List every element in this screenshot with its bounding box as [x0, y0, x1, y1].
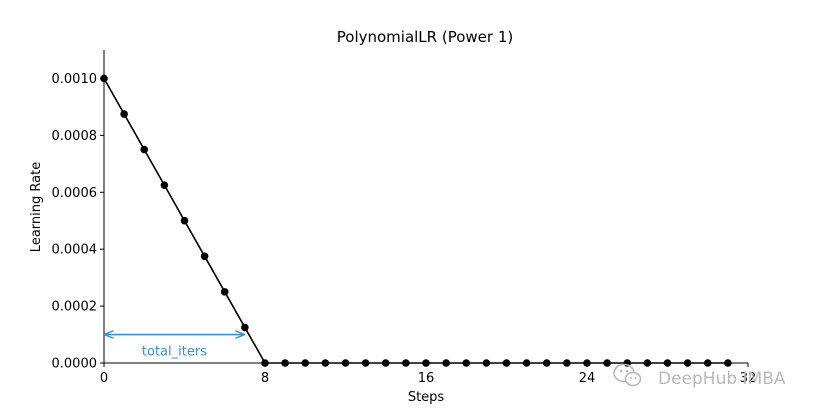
y-tick-label: 0.0008 — [52, 129, 98, 144]
x-tick-label: 32 — [740, 371, 757, 386]
data-point — [261, 359, 269, 367]
data-point — [220, 288, 229, 296]
x-tick-label: 8 — [261, 371, 269, 386]
x-axis-label: Steps — [408, 390, 445, 405]
data-point — [281, 359, 289, 367]
watermark-text: DeepHub IMBA — [658, 369, 786, 389]
data-point — [200, 252, 209, 261]
y-tick-label: 0.0004 — [52, 243, 98, 258]
data-point — [140, 145, 149, 154]
data-point — [683, 359, 692, 367]
data-point — [241, 323, 249, 332]
data-point — [381, 359, 390, 367]
data-point — [301, 359, 310, 367]
data-point — [502, 359, 511, 367]
data-point — [563, 359, 571, 367]
data-point — [402, 359, 410, 367]
data-point — [100, 74, 108, 83]
data-point — [160, 181, 169, 189]
data-point — [522, 359, 531, 367]
watermark: DeepHub IMBA — [613, 363, 786, 389]
y-tick-label: 0.0002 — [52, 300, 98, 315]
data-point — [643, 359, 652, 367]
data-point — [180, 216, 189, 225]
x-tick-label: 24 — [579, 371, 596, 386]
data-point — [462, 359, 471, 367]
y-tick-label: 0.0010 — [52, 72, 98, 87]
data-point — [724, 359, 732, 367]
data-point — [703, 359, 712, 367]
data-point — [663, 359, 672, 367]
data-point — [542, 359, 551, 367]
data-point — [482, 359, 491, 367]
y-tick-label: 0.0006 — [52, 186, 98, 201]
x-tick-label: 16 — [418, 371, 435, 386]
total-iters-annotation: total_iters — [105, 335, 244, 360]
x-tick-label: 0 — [100, 371, 108, 386]
y-ticks: 0.0000 0.0002 0.0004 0.0006 0.0008 0.0010 — [52, 72, 104, 372]
data-point — [321, 359, 330, 367]
data-point — [603, 359, 611, 367]
series-line — [103, 78, 728, 364]
data-point — [442, 359, 450, 367]
total-iters-label: total_iters — [142, 345, 207, 360]
y-axis-label: Learning Rate — [29, 162, 44, 252]
data-point — [583, 359, 591, 367]
data-point — [120, 110, 128, 118]
chart-title: PolynomialLR (Power 1) — [337, 28, 513, 46]
data-point — [361, 359, 370, 367]
wechat-icon — [613, 363, 642, 387]
data-point — [341, 359, 350, 367]
data-point — [422, 359, 430, 367]
series-group — [100, 74, 732, 367]
y-tick-label: 0.0000 — [52, 357, 98, 372]
